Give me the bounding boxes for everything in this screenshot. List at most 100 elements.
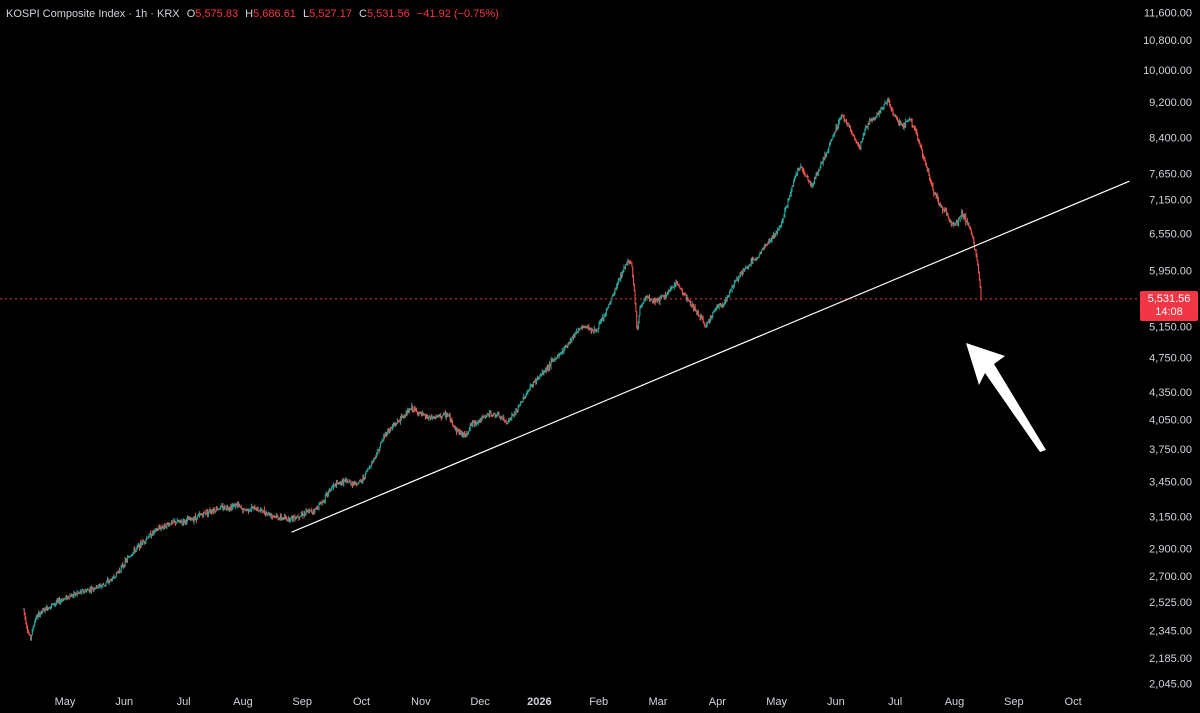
candle-body xyxy=(540,374,542,376)
candle-body xyxy=(751,260,753,263)
candle-body xyxy=(783,216,785,219)
candle-body xyxy=(418,413,420,415)
candle-body xyxy=(96,585,98,588)
candle-body xyxy=(686,297,688,300)
candle-body xyxy=(70,595,72,597)
candle-body xyxy=(806,176,808,178)
candle-body xyxy=(477,422,478,424)
candle-body xyxy=(771,235,773,240)
candle-body xyxy=(179,519,181,522)
price-axis[interactable]: 11,600.00 10,800.00 10,000.00 9,200.00 8,400… xyxy=(1143,8,1192,691)
candle-body xyxy=(429,416,431,419)
candle-body xyxy=(57,600,59,602)
candle-body xyxy=(597,329,598,331)
candle-body xyxy=(349,481,351,483)
trendline-segment[interactable] xyxy=(291,180,1130,533)
candle-body xyxy=(360,480,361,482)
candle-body xyxy=(872,118,874,121)
candle-body xyxy=(439,414,441,416)
candle-body xyxy=(566,345,568,347)
candle-body xyxy=(256,507,258,511)
candle-body xyxy=(375,457,377,459)
candle-body xyxy=(487,413,489,416)
candle-body xyxy=(914,126,915,128)
arrow-shape[interactable] xyxy=(966,343,1046,452)
candle-body xyxy=(946,209,947,215)
candle-body xyxy=(952,222,954,224)
candle-body xyxy=(640,306,642,309)
candle-body xyxy=(456,427,457,433)
candle-body xyxy=(86,590,88,593)
candle-body xyxy=(259,510,261,512)
candle-body xyxy=(394,424,396,426)
candle-body xyxy=(810,182,811,186)
candle-body xyxy=(782,221,783,224)
candle-body xyxy=(777,229,779,233)
candle-body xyxy=(326,492,328,494)
candle-body xyxy=(124,559,126,567)
time-axis[interactable]: May Jun Jul Aug Sep Oct Nov Dec 2026 Feb Mar Apr May… xyxy=(55,696,1082,708)
candle-body xyxy=(561,352,562,354)
candle-body xyxy=(950,220,952,227)
candle-body xyxy=(286,518,288,521)
candle-body xyxy=(183,519,184,524)
candle-body xyxy=(473,422,475,425)
candle-body xyxy=(139,541,141,549)
candle-body xyxy=(978,272,980,280)
candle-body xyxy=(465,434,467,437)
candle-body xyxy=(254,506,256,510)
candle-body xyxy=(356,484,357,486)
candle-body xyxy=(287,519,289,521)
candle-body xyxy=(66,596,68,600)
candle-body xyxy=(782,218,784,222)
candle-body xyxy=(791,185,793,191)
candle-body xyxy=(506,423,508,425)
candle-body xyxy=(959,215,961,219)
candle-body xyxy=(456,429,458,433)
candle-body xyxy=(698,314,700,316)
candle-body xyxy=(900,124,902,126)
candle-body xyxy=(730,289,732,291)
candle-body xyxy=(431,415,433,419)
candle-body xyxy=(729,290,731,293)
candle-body xyxy=(557,356,558,359)
candle-body xyxy=(91,587,93,589)
candle-body xyxy=(665,295,667,297)
candle-body xyxy=(858,144,860,149)
candle-body xyxy=(577,329,579,332)
candle-body xyxy=(972,236,974,238)
candle-body xyxy=(941,206,943,208)
arrow-annotation[interactable] xyxy=(966,343,1046,452)
candle-body xyxy=(603,315,605,320)
candle-body xyxy=(158,527,160,530)
candle-body xyxy=(690,304,692,307)
candle-body xyxy=(920,146,922,148)
candle-body xyxy=(215,510,217,512)
candle-body xyxy=(167,524,169,526)
symbol-title[interactable]: KOSPI Composite Index · 1h · KRX xyxy=(6,8,180,20)
candle-body xyxy=(248,511,250,513)
candle-body xyxy=(737,278,739,280)
candle-body xyxy=(966,220,967,223)
candle-body xyxy=(561,350,563,353)
candle-body xyxy=(846,122,848,125)
candle-body xyxy=(937,196,939,200)
candle-body xyxy=(581,327,583,329)
candle-body xyxy=(489,412,490,416)
candle-body xyxy=(168,523,170,526)
candle-body xyxy=(794,178,795,182)
candle-body xyxy=(764,245,766,247)
candle-body xyxy=(288,517,289,520)
x-tick-label: Jun xyxy=(115,696,133,708)
candle-body xyxy=(35,619,36,622)
candle-body xyxy=(133,548,135,553)
candle-body xyxy=(137,545,139,547)
candle-body xyxy=(593,329,595,332)
candle-body xyxy=(515,410,517,415)
trendline[interactable] xyxy=(291,180,1130,533)
candle-body xyxy=(587,327,589,329)
candle-body xyxy=(67,596,68,600)
candle-body xyxy=(110,579,112,581)
candle-body xyxy=(928,169,930,176)
